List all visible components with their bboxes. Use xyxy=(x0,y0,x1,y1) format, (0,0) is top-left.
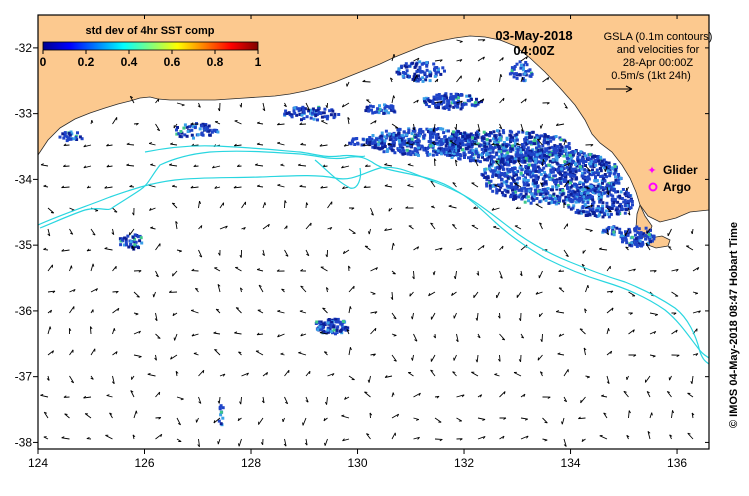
colorbar-tick-label: 1 xyxy=(255,55,262,69)
map-date: 03-May-2018 xyxy=(495,28,572,43)
colorbar-tick-label: 0.4 xyxy=(121,55,138,69)
argo-label: Argo xyxy=(663,180,691,194)
x-tick-label: 132 xyxy=(454,456,474,470)
y-axis: -32 -33 -34 -35 -36 -37 -38 xyxy=(15,41,709,449)
x-tick-label: 126 xyxy=(134,456,154,470)
scale-arrow xyxy=(606,85,633,93)
velocity-arrows xyxy=(40,39,701,448)
y-tick-label: -36 xyxy=(15,304,33,318)
colorbar-tick-label: 0 xyxy=(40,55,47,69)
colorbar-tick-label: 0.6 xyxy=(164,55,181,69)
map-time: 04:00Z xyxy=(513,43,554,58)
colorbar-tick-label: 0.8 xyxy=(207,55,224,69)
info-line-4: 0.5m/s (1kt 24h) xyxy=(611,70,690,82)
x-tick-label: 134 xyxy=(561,456,581,470)
x-tick-label: 124 xyxy=(28,456,48,470)
gsla-contours xyxy=(38,145,709,365)
info-line-3: 28-Apr 00:00Z xyxy=(623,57,694,69)
credit-text: © IMOS 04-May-2018 08:47 Hobart Time xyxy=(728,222,740,428)
x-tick-label: 130 xyxy=(348,456,368,470)
info-line-1: GSLA (0.1m contours) xyxy=(604,31,713,43)
x-tick-label: 136 xyxy=(667,456,687,470)
glider-label: Glider xyxy=(663,163,698,177)
info-line-2: and velocities for xyxy=(617,44,700,56)
x-tick-label: 128 xyxy=(241,456,261,470)
glider-marker: ✦ xyxy=(647,165,656,177)
x-axis: 124 126 128 130 132 134 136 xyxy=(28,15,687,470)
sst-std-dev-layer xyxy=(58,60,656,427)
colorbar: std dev of 4hr SST comp 0 0.2 0.4 0.6 0.8 1 xyxy=(40,25,262,69)
y-tick-label: -33 xyxy=(15,107,33,121)
land-mass xyxy=(38,15,709,223)
map-frame xyxy=(37,14,710,450)
platform-legend: ✦ Glider Argo xyxy=(647,163,698,194)
y-tick-label: -34 xyxy=(15,172,33,186)
y-tick-label: -32 xyxy=(15,41,33,55)
colorbar-title: std dev of 4hr SST comp xyxy=(86,25,215,37)
y-tick-label: -37 xyxy=(15,370,33,384)
y-tick-label: -38 xyxy=(15,435,33,449)
y-tick-label: -35 xyxy=(15,238,33,252)
colorbar-tick-label: 0.2 xyxy=(78,55,95,69)
colorbar-ticks: 0 0.2 0.4 0.6 0.8 1 xyxy=(40,50,262,69)
colorbar-ramp xyxy=(42,41,259,51)
gsla-info: GSLA (0.1m contours) and velocities for … xyxy=(604,31,713,93)
argo-marker xyxy=(648,182,658,192)
